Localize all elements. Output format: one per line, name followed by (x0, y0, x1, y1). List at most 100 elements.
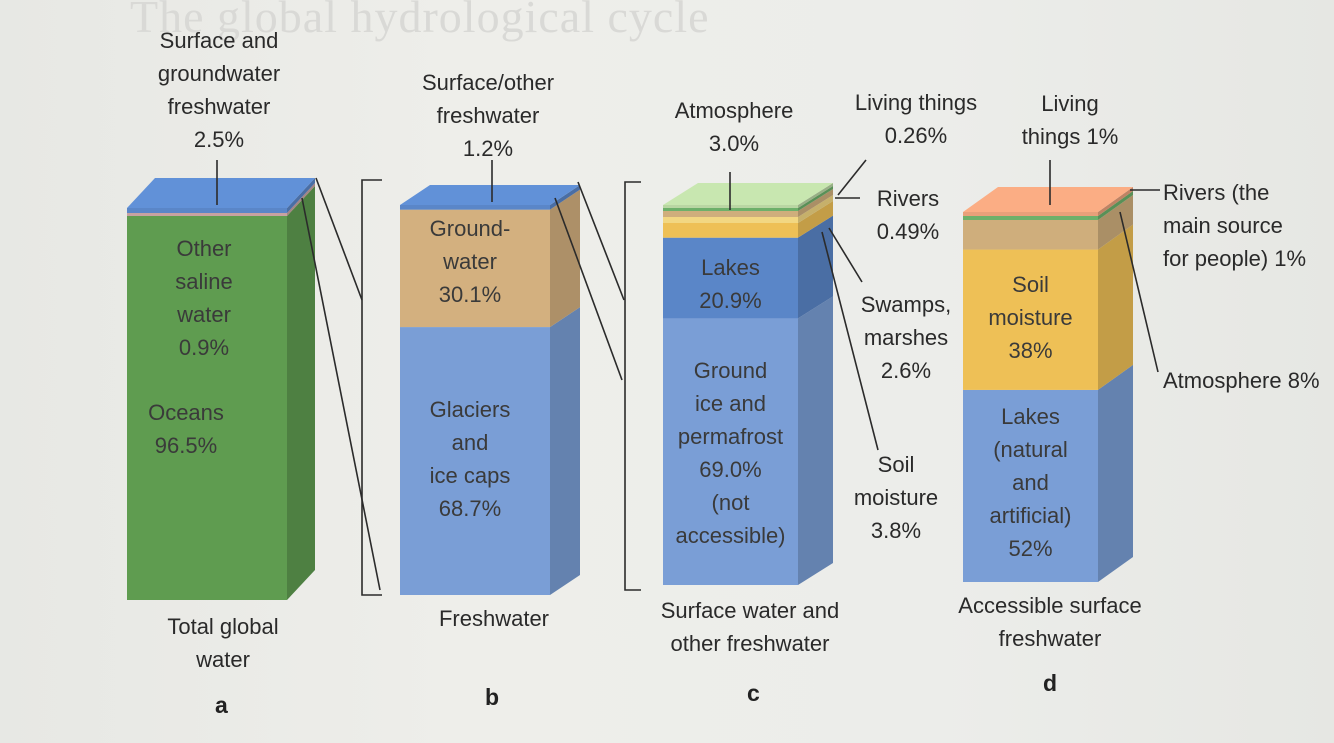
label-c-swamps-line: marshes (863, 325, 949, 350)
bar-d-side-2 (1098, 195, 1133, 250)
connector-b-c-top (577, 181, 625, 301)
xlabel-c: Surface water and other freshwater (640, 594, 860, 660)
label-b-glaciers-line: ice caps (429, 463, 511, 488)
bar-d-side-1 (1098, 224, 1133, 390)
label-c-soil-line: Soil (877, 452, 915, 477)
label-d-soil-line: moisture (988, 305, 1073, 330)
label-d-soil-line: 38% (1008, 338, 1053, 363)
label-d-soil: Soil moisture 38% (963, 268, 1098, 367)
label-b-groundwater-line: water (443, 249, 497, 274)
xlabel-c-line: Surface water and (660, 598, 840, 623)
label-c-ground-ice-line: (not (711, 490, 750, 515)
label-c-rivers-line: Rivers (876, 186, 940, 211)
label-d-living-line: things 1% (1021, 124, 1119, 149)
leader-c-soil (821, 231, 879, 451)
label-c-atmosphere-line: 3.0% (708, 131, 760, 156)
panel-letter-a: a (215, 692, 228, 718)
label-c-rivers: Rivers 0.49% (853, 182, 963, 248)
label-b-glaciers-line: Glaciers (429, 397, 511, 422)
label-d-lakes-line: artificial) (989, 503, 1072, 528)
label-d-rivers-line: main source (1163, 213, 1283, 238)
label-d-living-line: Living (1041, 91, 1099, 116)
bar-a-side-1 (287, 183, 315, 216)
background-heading: The global hydrological cycle (130, 0, 710, 42)
label-c-lakes: Lakes 20.9% (663, 251, 798, 317)
label-c-swamps-line: 2.6% (880, 358, 932, 383)
xlabel-a-line: Total global (167, 614, 279, 639)
bar-b-side-0 (550, 307, 580, 595)
label-d-rivers: Rivers (the main source for people) 1% (1163, 176, 1306, 275)
label-c-soil-line: moisture (853, 485, 939, 510)
bar-b-top (400, 185, 580, 205)
label-c-living-line: Living things (854, 90, 978, 115)
label-c-soil: Soil moisture 3.8% (836, 448, 956, 547)
connector-a-b-top (315, 177, 363, 301)
label-d-rivers-line: Rivers (the (1163, 180, 1270, 205)
label-d-lakes-line: 52% (1008, 536, 1053, 561)
label-b-groundwater: Ground-water 30.1% (395, 212, 545, 311)
bar-b-segment-1 (400, 209, 550, 328)
bar-a-top (127, 178, 315, 208)
label-a-other-saline-line: water (177, 302, 231, 327)
bar-d-segment-2 (963, 220, 1098, 250)
bar-d-top (963, 187, 1133, 212)
label-a-freshwater: Surface and groundwater freshwater 2.5% (119, 24, 319, 156)
label-c-living: Living things 0.26% (836, 86, 996, 152)
label-d-soil-line: Soil (1012, 272, 1049, 297)
label-c-ground-ice-line: Ground (693, 358, 768, 383)
label-c-swamps-line: Swamps, (860, 292, 952, 317)
bar-d-side-3 (1098, 191, 1133, 220)
label-c-swamps: Swamps, marshes 2.6% (846, 288, 966, 387)
bar-c-segment-3 (663, 217, 798, 223)
label-b-surface-line: Surface/other (421, 70, 555, 95)
connector-b-c-bottom (554, 197, 623, 381)
bar-c-side-0 (798, 296, 833, 585)
bar-a-segment-0 (127, 216, 287, 600)
bar-d-segment-0 (963, 389, 1098, 582)
label-d-lakes-line: and (1012, 470, 1049, 495)
label-c-atmosphere: Atmosphere 3.0% (634, 94, 834, 160)
label-c-ground-ice-line: accessible) (675, 523, 786, 548)
label-a-other-saline-line: Other (176, 236, 232, 261)
label-a-other-saline-line: 0.9% (178, 335, 230, 360)
label-c-lakes-line: Lakes (701, 255, 760, 280)
bar-c-side-2 (798, 201, 833, 238)
bar-c-segment-1 (663, 237, 798, 319)
label-d-lakes-line: (natural (993, 437, 1068, 462)
label-a-oceans-line: Oceans (148, 400, 224, 425)
leader-c-living (837, 159, 867, 196)
label-a-oceans: Oceans 96.5% (106, 396, 266, 462)
bracket-c (624, 181, 641, 591)
label-c-ground-ice-line: ice and (695, 391, 766, 416)
xlabel-b: Freshwater (394, 602, 594, 635)
bar-b-side-1 (550, 189, 580, 328)
label-c-rivers-line: 0.49% (876, 219, 940, 244)
label-b-glaciers: Glaciers and ice caps 68.7% (395, 393, 545, 525)
xlabel-c-line: other freshwater (670, 631, 830, 656)
xlabel-a: Total global water (123, 610, 323, 676)
leader-d-atmosphere (1119, 211, 1159, 373)
label-a-freshwater-line: groundwater (157, 61, 281, 86)
bar-c-side-6 (798, 183, 833, 208)
label-c-ground-ice: Ground ice and permafrost 69.0% (not accessib… (663, 354, 798, 552)
label-a-freshwater-line: Surface and (159, 28, 279, 53)
label-c-atmosphere-line: Atmosphere (674, 98, 794, 123)
label-d-lakes-line: Lakes (1001, 404, 1060, 429)
bar-d-side-4 (1098, 187, 1133, 216)
label-b-surface-line: 1.2% (462, 136, 514, 161)
label-c-lakes-line: 20.9% (699, 288, 762, 313)
label-d-atmosphere: Atmosphere 8% (1163, 364, 1320, 397)
bar-a-segment-1 (127, 213, 287, 216)
label-c-ground-ice-line: 69.0% (699, 457, 762, 482)
label-d-rivers-line: for people) 1% (1163, 246, 1307, 271)
xlabel-d: Accessible surface freshwater (940, 589, 1160, 655)
bar-a-side-2 (287, 178, 315, 213)
bar-b-segment-0 (400, 327, 550, 595)
label-a-freshwater-line: 2.5% (193, 127, 245, 152)
bracket-b (361, 179, 382, 596)
label-b-groundwater-line: 30.1% (438, 282, 502, 307)
label-a-other-saline: Other saline water 0.9% (124, 232, 284, 364)
label-d-lakes: Lakes (natural and artificial) 52% (963, 400, 1098, 565)
xlabel-b-line: Freshwater (438, 606, 550, 631)
